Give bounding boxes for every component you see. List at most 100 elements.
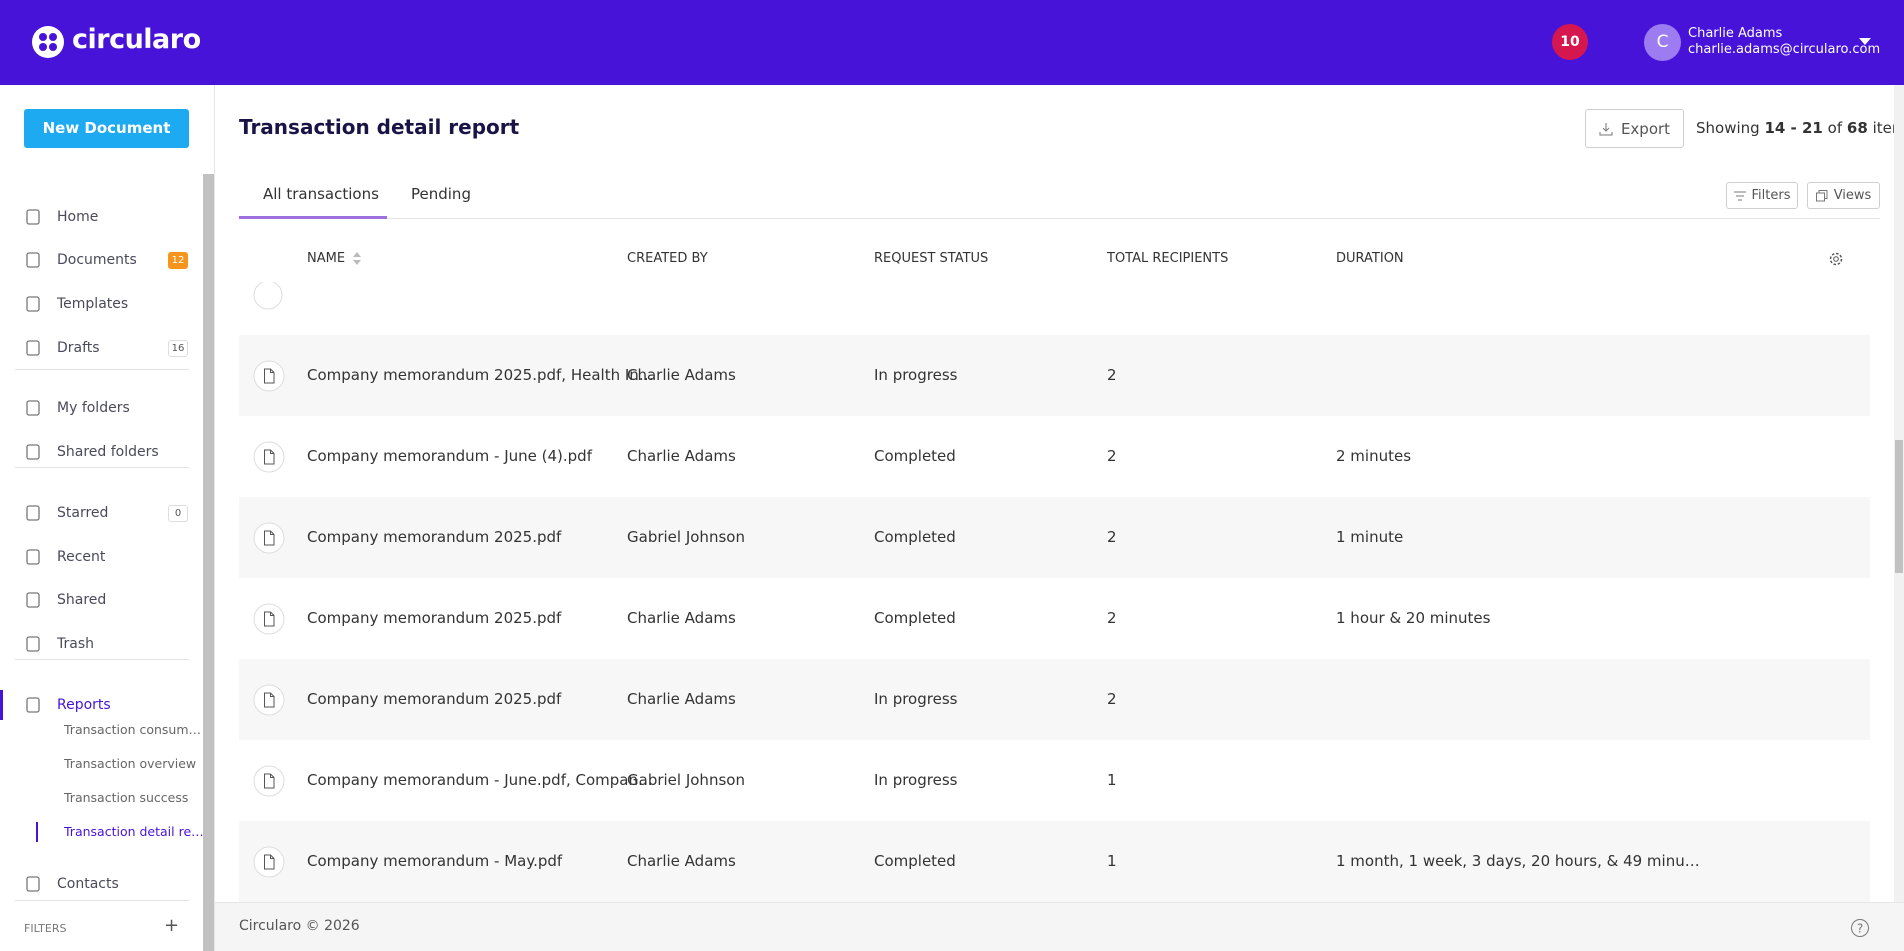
nav-label: Templates xyxy=(57,296,129,312)
nav-item[interactable]: Templates xyxy=(24,289,194,319)
nav-item[interactable]: Trash xyxy=(24,629,194,659)
svg-text:?: ? xyxy=(1857,922,1863,936)
active-indicator xyxy=(0,690,3,720)
sidebar: New Document FILTERS + Home Documents 12 Te… xyxy=(0,85,215,951)
tab-underline xyxy=(239,216,387,219)
table-cell: 1 xyxy=(1107,852,1117,870)
report-link[interactable]: Transaction overview xyxy=(64,756,197,771)
showing-info: Showing 14 - 21 of 68 items xyxy=(1696,119,1904,137)
report-link[interactable]: Transaction success xyxy=(64,790,189,805)
table-cell: Completed xyxy=(874,852,956,870)
table-cell: In progress xyxy=(874,771,958,789)
row-icon xyxy=(253,846,285,878)
views-button[interactable]: Views xyxy=(1807,182,1880,209)
tab[interactable]: Pending xyxy=(411,185,471,203)
nav-icon xyxy=(26,444,40,460)
nav-label: My folders xyxy=(57,400,130,416)
table-cell: In progress xyxy=(874,690,958,708)
nav-icon xyxy=(26,592,40,608)
copyright: Circularo © 2026 xyxy=(239,918,360,934)
new-document-button[interactable]: New Document xyxy=(24,109,189,148)
nav-label: Reports xyxy=(57,697,111,713)
table-row[interactable]: Company memorandum 2025.pdf Charlie Adams… xyxy=(239,659,1870,740)
user-name: Charlie Adams xyxy=(1688,26,1783,41)
table-cell: Gabriel Johnson xyxy=(627,528,745,546)
filters-label: FILTERS xyxy=(24,922,67,935)
nav-item[interactable]: Shared xyxy=(24,585,194,615)
filters-icon xyxy=(1733,191,1746,200)
table-cell: 2 xyxy=(1107,690,1117,708)
notification-badge[interactable]: 10 xyxy=(1552,24,1588,60)
footer: Circularo © 2026 ? xyxy=(215,902,1904,951)
nav-label: Documents xyxy=(57,252,137,268)
table-row-partial xyxy=(239,282,1870,335)
column-header: DURATION xyxy=(1336,251,1404,266)
table-body: Company memorandum 2025.pdf, Health In… C… xyxy=(0,282,1890,902)
nav-icon xyxy=(26,505,40,521)
table-cell: 1 hour & 20 minutes xyxy=(1336,609,1491,627)
main-scrollbar-thumb xyxy=(1895,440,1903,573)
table-rows: Company memorandum 2025.pdf, Health In… C… xyxy=(0,282,1890,902)
filters-button[interactable]: Filters xyxy=(1726,182,1798,209)
help-icon[interactable]: ? xyxy=(1850,918,1870,938)
table-cell: 2 xyxy=(1107,447,1117,465)
user-menu-caret[interactable] xyxy=(1858,37,1872,46)
row-icon xyxy=(253,282,283,310)
nav-icon xyxy=(26,340,40,356)
export-button[interactable]: Export xyxy=(1585,109,1684,148)
sub-indicator xyxy=(36,822,38,842)
nav-item[interactable]: Shared folders xyxy=(24,437,194,467)
column-header: CREATED BY xyxy=(627,251,708,266)
table-row[interactable]: Company memorandum - May.pdf Charlie Adam… xyxy=(239,821,1870,902)
table-cell: 2 minutes xyxy=(1336,447,1412,465)
settings-icon[interactable] xyxy=(1828,251,1844,267)
add-filter[interactable]: + xyxy=(164,915,180,936)
nav-item[interactable]: Documents 12 xyxy=(24,245,194,275)
nav-item[interactable]: My folders xyxy=(24,393,194,423)
logo-text: circularo xyxy=(72,24,201,55)
table-cell: 1 xyxy=(1107,771,1117,789)
table-cell: Charlie Adams xyxy=(627,852,736,870)
sidebar-separator xyxy=(15,659,189,660)
table-cell: Completed xyxy=(874,609,956,627)
nav-item[interactable]: Reports xyxy=(24,690,194,720)
nav-item[interactable]: Drafts 16 xyxy=(24,333,194,363)
table-row[interactable]: Company memorandum 2025.pdf Charlie Adams… xyxy=(239,578,1870,659)
report-link[interactable]: Transaction consum… xyxy=(64,722,202,737)
export-label: Export xyxy=(1620,119,1671,138)
nav-item[interactable]: Home xyxy=(24,202,194,232)
table-row[interactable]: Company memorandum 2025.pdf Gabriel Johns… xyxy=(239,497,1870,578)
filters-label: Filters xyxy=(1751,188,1791,203)
nav-item[interactable]: Starred 0 xyxy=(24,498,194,528)
row-icon xyxy=(253,522,285,554)
table-cell: 2 xyxy=(1107,609,1117,627)
avatar[interactable]: C xyxy=(1644,24,1681,61)
tab-active[interactable]: All transactions xyxy=(263,185,379,203)
table-cell: 2 xyxy=(1107,528,1117,546)
showing-total: 68 xyxy=(1846,119,1868,137)
table-cell: Charlie Adams xyxy=(627,690,736,708)
nav-count: 0 xyxy=(168,504,188,522)
table-cell: Completed xyxy=(874,447,956,465)
table-cell: Company memorandum 2025.pdf, Health In… xyxy=(307,366,654,384)
nav-label: Drafts xyxy=(57,340,100,356)
nav-label: Shared xyxy=(57,592,107,608)
user-email: charlie.adams@circularo.com xyxy=(1688,42,1881,57)
table-cell: Charlie Adams xyxy=(627,366,736,384)
table-row[interactable]: Company memorandum 2025.pdf, Health In… C… xyxy=(239,335,1870,416)
nav-icon xyxy=(26,697,40,713)
nav-icon xyxy=(26,252,40,268)
tabs-border xyxy=(239,218,1880,219)
nav-item[interactable]: Recent xyxy=(24,542,194,572)
nav-label: Home xyxy=(57,209,99,225)
column-header: NAME xyxy=(307,251,346,266)
sidebar-separator xyxy=(15,467,189,468)
nav-item[interactable]: Contacts xyxy=(24,869,194,899)
row-icon xyxy=(253,603,285,635)
header: circularo 10 C Charlie Adams charlie.ada… xyxy=(0,0,1904,85)
table-row[interactable]: Company memorandum - June.pdf, Compan… Ga… xyxy=(239,740,1870,821)
table-row[interactable]: Company memorandum - June (4).pdf Charlie… xyxy=(239,416,1870,497)
nav-icon xyxy=(26,636,40,652)
sort-icon[interactable] xyxy=(352,251,362,266)
report-link[interactable]: Transaction detail re… xyxy=(64,824,204,839)
